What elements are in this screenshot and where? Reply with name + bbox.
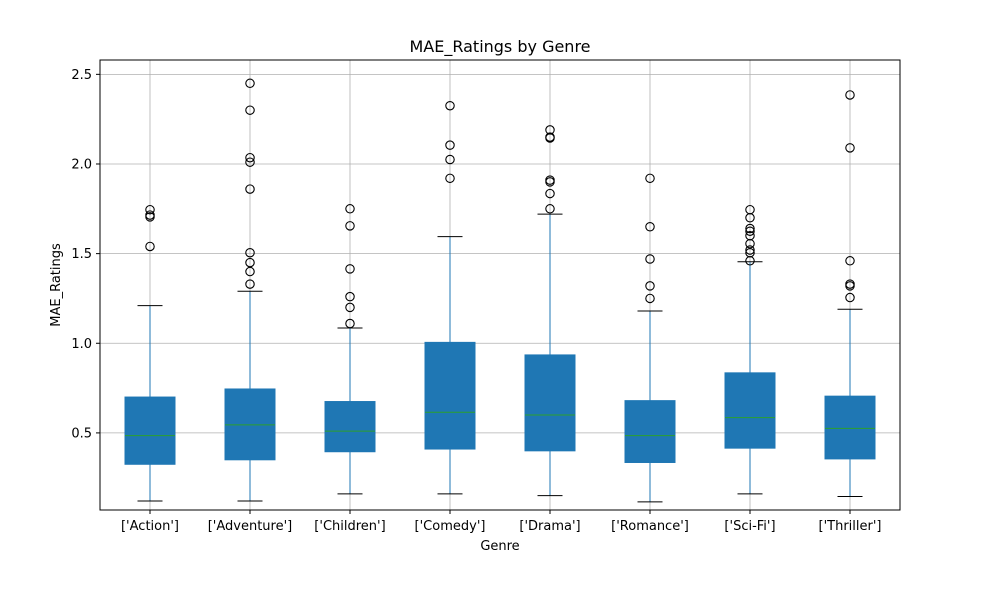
iqr-box — [524, 354, 576, 452]
y-tick-label: 2.5 — [71, 68, 92, 83]
x-tick-label: ['Adventure'] — [208, 519, 293, 534]
outlier-point — [345, 302, 355, 313]
outlier-point — [745, 204, 755, 215]
outlier-point — [445, 100, 455, 111]
box-group — [224, 78, 276, 502]
outlier-point — [645, 293, 655, 304]
outlier-point — [745, 226, 755, 236]
outlier-point — [345, 221, 355, 231]
outlier-point — [745, 245, 755, 255]
outlier-point — [345, 264, 355, 274]
box-group — [524, 125, 576, 497]
x-tick-label: ['Comedy'] — [415, 519, 486, 534]
outlier-point — [345, 204, 355, 214]
outlier-point — [845, 279, 855, 289]
outlier-point — [845, 292, 855, 303]
outlier-point — [545, 188, 555, 199]
outlier-point — [345, 318, 355, 329]
boxes — [124, 78, 876, 503]
y-axis-label: MAE_Ratings — [49, 243, 64, 327]
outlier-point — [645, 281, 655, 291]
box-group — [624, 173, 676, 503]
outlier-point — [545, 175, 555, 185]
outlier-point — [445, 154, 455, 165]
x-axis-label: Genre — [480, 539, 519, 554]
outlier-point — [545, 132, 555, 142]
outlier-point — [845, 143, 855, 153]
box-group — [424, 100, 476, 495]
outlier-point — [745, 230, 755, 241]
outlier-point — [245, 266, 255, 277]
outlier-point — [645, 173, 655, 184]
x-tick-label: ['Children'] — [314, 519, 385, 534]
iqr-box — [124, 396, 176, 465]
plot-frame — [99, 59, 901, 511]
outlier-point — [745, 247, 755, 258]
outlier-point — [845, 90, 855, 100]
iqr-box — [424, 341, 476, 450]
outlier-point — [245, 257, 255, 268]
outlier-point — [245, 105, 255, 115]
outlier-point — [245, 247, 255, 258]
outlier-point — [845, 256, 855, 266]
x-tick-label: ['Thriller'] — [819, 519, 882, 534]
box-group — [824, 90, 876, 498]
y-tick-label: 1.5 — [71, 247, 92, 262]
outlier-point — [245, 78, 255, 89]
iqr-box — [324, 401, 376, 453]
outlier-point — [545, 125, 555, 135]
chart-title: MAE_Ratings by Genre — [409, 37, 590, 57]
outlier-point — [445, 173, 455, 184]
outlier-point — [645, 254, 655, 264]
iqr-box — [724, 372, 776, 449]
x-tick-label: ['Action'] — [121, 519, 179, 534]
outlier-point — [145, 204, 155, 215]
y-tick-label: 0.5 — [71, 426, 92, 441]
outlier-point — [745, 223, 755, 234]
outlier-point — [645, 221, 655, 232]
box-group — [124, 204, 176, 502]
box-group — [324, 204, 376, 495]
outlier-point — [145, 241, 155, 252]
iqr-box — [824, 395, 876, 460]
x-tick-label: ['Drama'] — [519, 519, 580, 534]
outlier-point — [245, 279, 255, 289]
x-tick-label: ['Sci-Fi'] — [724, 519, 775, 534]
y-tick-label: 1.0 — [71, 337, 92, 352]
outlier-point — [345, 291, 355, 302]
outlier-point — [245, 184, 255, 194]
box-group — [724, 204, 776, 495]
outlier-point — [245, 157, 255, 167]
outlier-point — [445, 140, 455, 150]
ticks: 0.5 1.0 1.5 2.0 2.5 ['Action'] ['Adventure'] ['… — [71, 68, 881, 534]
iqr-box — [624, 400, 676, 463]
y-tick-label: 2.0 — [71, 157, 92, 172]
outlier-point — [545, 204, 555, 214]
outlier-point — [145, 210, 155, 220]
outlier-point — [245, 152, 255, 163]
x-tick-label: ['Romance'] — [611, 519, 689, 534]
